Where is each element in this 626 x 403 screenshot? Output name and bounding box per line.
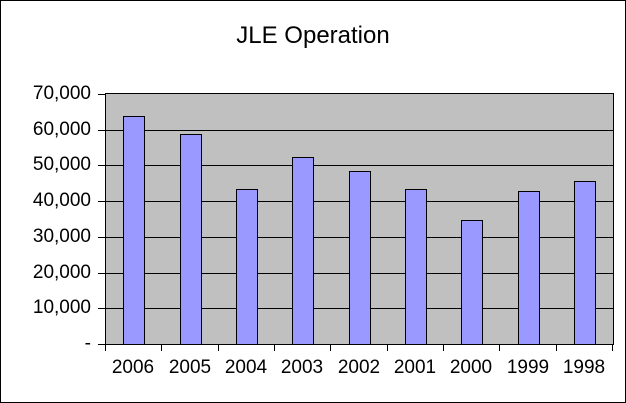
- y-axis-label: 30,000: [32, 226, 91, 247]
- bar-2003: [292, 157, 314, 344]
- y-axis-tick: [98, 237, 105, 238]
- y-axis-label: -: [84, 333, 91, 354]
- x-axis-tick: [556, 345, 557, 351]
- bar-1998: [574, 181, 596, 344]
- x-axis-tick: [105, 345, 106, 351]
- y-axis-tick: [98, 130, 105, 131]
- bar-2005: [180, 134, 202, 344]
- bar-2000: [461, 220, 483, 344]
- x-axis-label-2006: 2006: [111, 357, 155, 378]
- x-axis-tick: [499, 345, 500, 351]
- bar-1999: [518, 191, 540, 344]
- x-axis-label-2004: 2004: [224, 357, 268, 378]
- x-axis-tick: [274, 345, 275, 351]
- bar-2004: [236, 189, 258, 344]
- x-axis-tick: [218, 345, 219, 351]
- x-axis-label-2000: 2000: [449, 357, 493, 378]
- y-axis-label: 10,000: [32, 297, 91, 318]
- x-axis-label-2005: 2005: [168, 357, 212, 378]
- gridline: [106, 165, 613, 166]
- gridline: [106, 130, 613, 131]
- x-axis-label-1999: 1999: [506, 357, 550, 378]
- x-axis-tick: [330, 345, 331, 351]
- x-axis-label-2002: 2002: [337, 357, 381, 378]
- y-axis-tick: [98, 344, 105, 345]
- x-axis-label-1998: 1998: [562, 357, 606, 378]
- y-axis-tick: [98, 94, 105, 95]
- y-axis-tick: [98, 308, 105, 309]
- bar-2002: [349, 171, 371, 344]
- bar-2001: [405, 189, 427, 344]
- plot-area: [105, 93, 614, 345]
- y-axis-label: 40,000: [32, 190, 91, 211]
- x-axis-label-2001: 2001: [393, 357, 437, 378]
- x-axis-tick: [161, 345, 162, 351]
- y-axis-label: 50,000: [32, 154, 91, 175]
- y-axis-label: 20,000: [32, 262, 91, 283]
- bar-2006: [123, 116, 145, 344]
- x-axis-tick: [443, 345, 444, 351]
- x-axis-tick: [387, 345, 388, 351]
- x-axis-label-2003: 2003: [280, 357, 324, 378]
- chart-title: JLE Operation: [236, 22, 390, 49]
- y-axis-tick: [98, 165, 105, 166]
- y-axis-label: 60,000: [32, 119, 91, 140]
- y-axis-label: 70,000: [32, 83, 91, 104]
- y-axis-tick: [98, 273, 105, 274]
- y-axis-tick: [98, 201, 105, 202]
- x-axis-tick: [612, 345, 613, 351]
